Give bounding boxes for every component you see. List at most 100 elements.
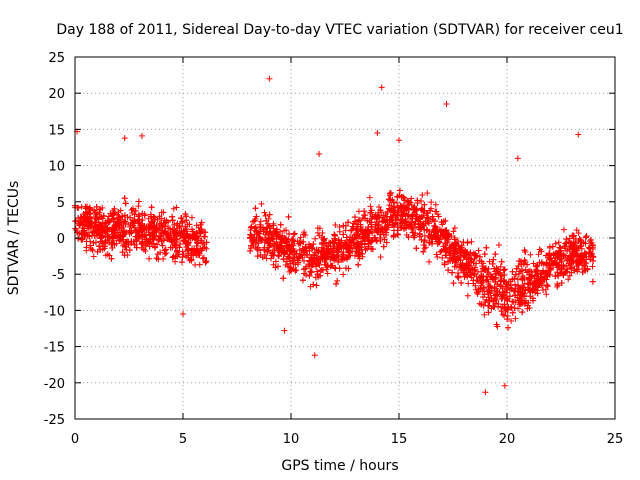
y-tick-label: 15: [48, 123, 65, 138]
data-point: [280, 255, 287, 262]
data-point: [450, 228, 457, 235]
data-point: [331, 264, 338, 271]
data-point: [544, 283, 551, 290]
data-point: [291, 230, 298, 237]
data-point: [467, 269, 474, 276]
data-point: [297, 253, 304, 260]
data-point: [97, 213, 104, 220]
data-point: [160, 237, 167, 244]
data-point: [159, 242, 166, 249]
data-point: [414, 215, 421, 222]
data-point: [183, 244, 190, 251]
data-point: [300, 238, 307, 245]
data-point: [85, 221, 92, 228]
data-point: [172, 239, 179, 246]
data-point: [497, 269, 504, 276]
data-point: [265, 244, 272, 251]
data-point: [493, 291, 500, 298]
data-point: [324, 246, 331, 253]
data-point: [338, 237, 345, 244]
data-point: [457, 249, 464, 256]
data-point: [441, 261, 448, 268]
data-point: [391, 203, 398, 210]
data-point: [451, 236, 458, 243]
data-point: [264, 247, 271, 254]
data-point: [79, 219, 86, 226]
data-point: [545, 268, 552, 275]
data-point: [192, 261, 199, 268]
data-point: [390, 206, 397, 213]
data-point: [267, 229, 274, 236]
data-point: [145, 229, 152, 236]
data-point: [518, 261, 525, 268]
data-point: [501, 266, 508, 273]
data-point: [311, 352, 318, 359]
data-point: [131, 211, 138, 218]
data-point: [366, 194, 373, 201]
data-point: [498, 258, 505, 265]
data-point: [291, 248, 298, 255]
data-point: [569, 246, 576, 253]
data-point: [102, 237, 109, 244]
data-point: [142, 242, 149, 249]
data-point: [117, 233, 124, 240]
data-point: [336, 245, 343, 252]
data-point: [179, 218, 186, 225]
data-point: [279, 232, 286, 239]
data-point: [311, 258, 318, 265]
data-point: [317, 272, 324, 279]
data-point: [173, 204, 180, 211]
data-point: [550, 260, 557, 267]
data-point: [462, 264, 469, 271]
data-point: [525, 276, 532, 283]
data-point: [119, 249, 126, 256]
data-point: [186, 221, 193, 228]
data-point: [328, 262, 335, 269]
data-point: [165, 225, 172, 232]
data-point: [426, 239, 433, 246]
data-point: [374, 130, 381, 137]
data-point: [177, 240, 184, 247]
data-point: [443, 246, 450, 253]
data-point: [488, 287, 495, 294]
data-point: [485, 290, 492, 297]
data-point: [266, 211, 273, 218]
data-point: [253, 213, 260, 220]
data-point: [521, 280, 528, 287]
data-point: [376, 218, 383, 225]
y-tick-label: 20: [48, 87, 65, 102]
data-point: [346, 244, 353, 251]
data-point: [129, 217, 136, 224]
data-point: [161, 250, 168, 257]
data-point: [572, 250, 579, 257]
data-point: [529, 285, 536, 292]
data-point: [400, 224, 407, 231]
data-point: [75, 214, 82, 221]
data-point: [104, 251, 111, 258]
x-axis-label: GPS time / hours: [281, 458, 398, 474]
data-point: [195, 252, 202, 259]
data-point: [271, 242, 278, 249]
data-point: [323, 250, 330, 257]
data-point: [257, 235, 264, 242]
data-point: [115, 209, 122, 216]
data-point: [465, 261, 472, 268]
data-point: [411, 220, 418, 227]
data-point: [313, 263, 320, 270]
data-point: [505, 324, 512, 331]
data-point: [111, 205, 118, 212]
data-point: [76, 222, 83, 229]
data-point: [433, 251, 440, 258]
data-point: [560, 263, 567, 270]
data-point: [259, 254, 266, 261]
data-point: [507, 284, 514, 291]
data-point: [543, 252, 550, 259]
data-point: [432, 208, 439, 215]
data-point: [334, 252, 341, 259]
data-point: [367, 203, 374, 210]
x-tick-label: 5: [179, 432, 187, 447]
data-point: [133, 238, 140, 245]
data-point: [169, 217, 176, 224]
data-point: [310, 281, 317, 288]
data-point: [532, 289, 539, 296]
